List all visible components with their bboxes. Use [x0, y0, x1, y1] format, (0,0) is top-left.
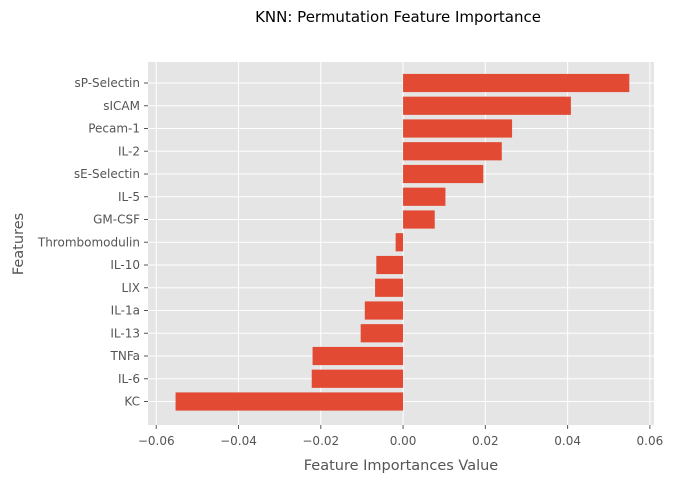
x-tick-label: 0.00: [390, 434, 417, 448]
bar: [403, 96, 571, 115]
y-tick-labels: sP-Selectin sICAM Pecam-1 IL-2 sE-Selectin IL…: [37, 76, 148, 409]
y-tick-label: KC: [124, 395, 140, 409]
x-axis-label: Feature Importances Value: [304, 458, 499, 474]
bar: [364, 301, 404, 320]
bar: [376, 255, 404, 275]
x-tick-label: 0.02: [472, 434, 499, 448]
bar: [312, 346, 404, 366]
y-tick-label: sE-Selectin: [74, 167, 140, 181]
bar: [403, 187, 446, 206]
y-tick-label: sP-Selectin: [74, 76, 140, 90]
y-tick-label: IL-5: [118, 190, 140, 204]
y-tick-label: IL-10: [110, 258, 140, 272]
x-tick-label: 0.04: [554, 434, 581, 448]
bar: [403, 142, 502, 161]
x-tick-label: −0.02: [302, 434, 339, 448]
bar: [375, 278, 404, 297]
bar: [403, 164, 484, 184]
bar: [175, 392, 404, 411]
bar: [395, 233, 404, 252]
bar: [311, 369, 404, 388]
y-tick-label: Pecam-1: [88, 122, 140, 136]
x-tick-label: 0.06: [637, 434, 664, 448]
x-tick-labels: −0.06 −0.04 −0.02 0.00 0.02 0.04 0.06: [138, 425, 663, 448]
y-tick-label: IL-6: [118, 372, 140, 386]
y-tick-label: IL-2: [118, 144, 140, 158]
y-tick-label: LIX: [122, 281, 140, 295]
y-tick-label: TNFa: [110, 349, 140, 363]
y-tick-label: IL-1a: [111, 304, 140, 318]
y-tick-label: IL-13: [110, 326, 140, 340]
y-tick-label: Thrombomodulin: [37, 235, 140, 249]
chart-title: KNN: Permutation Feature Importance: [255, 8, 541, 26]
bar: [403, 73, 630, 93]
bar: [360, 324, 404, 343]
y-tick-label: GM-CSF: [93, 213, 140, 227]
bar: [403, 119, 513, 138]
x-tick-label: −0.06: [138, 434, 175, 448]
x-tick-label: −0.04: [220, 434, 257, 448]
y-tick-label: sICAM: [103, 99, 140, 113]
bars: [175, 73, 630, 411]
bar: [403, 210, 435, 229]
y-axis-label: Features: [11, 213, 27, 275]
